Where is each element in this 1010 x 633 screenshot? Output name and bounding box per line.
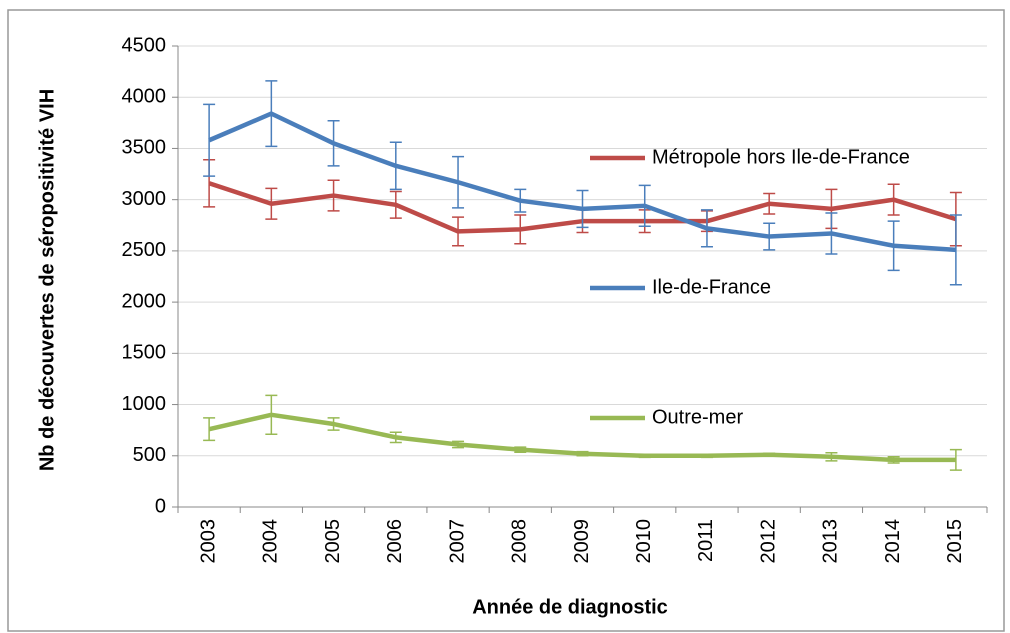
x-tick-label: 2005 — [322, 519, 344, 564]
x-axis-title: Année de diagnostic — [472, 596, 668, 618]
y-tick-label: 1000 — [122, 393, 167, 415]
error-bar — [203, 103, 216, 177]
y-tick-label: 0 — [155, 495, 166, 517]
series-line — [208, 111, 957, 253]
y-tick-label: 1500 — [122, 342, 167, 364]
y-tick-label: 2500 — [122, 239, 167, 261]
x-tick-label: 2006 — [384, 519, 406, 564]
x-tick-label: 2013 — [820, 519, 842, 564]
x-tick-label: 2014 — [882, 519, 904, 564]
y-tick-label: 3500 — [122, 137, 167, 159]
y-axis-title: Nb de découvertes de séropositivité VIH — [36, 89, 58, 471]
x-tick-label: 2007 — [446, 519, 468, 564]
series-line — [208, 412, 956, 463]
x-tick-label: 2003 — [197, 519, 219, 564]
legend-label: Ile-de-France — [652, 276, 771, 298]
chart-frame — [7, 9, 1005, 632]
error-bar — [203, 417, 216, 442]
x-tick-label: 2008 — [509, 519, 531, 564]
x-tick-label: 2011 — [695, 519, 717, 562]
y-tick-label: 500 — [133, 444, 166, 466]
legend-label: Métropole hors Ile-de-France — [652, 146, 910, 168]
y-tick-label: 4500 — [122, 34, 167, 56]
x-tick-label: 2004 — [260, 519, 282, 564]
y-tick-label: 2000 — [122, 290, 167, 312]
x-tick-label: 2012 — [757, 519, 779, 564]
x-tick-label: 2009 — [571, 519, 593, 564]
y-tick-label: 4000 — [122, 86, 167, 108]
x-tick-label: 2010 — [633, 519, 655, 564]
error-bar — [949, 448, 962, 471]
error-bar — [949, 214, 962, 286]
y-tick-label: 3000 — [122, 188, 167, 210]
legend-label: Outre-mer — [652, 406, 743, 428]
x-tick-label: 2015 — [944, 519, 966, 564]
